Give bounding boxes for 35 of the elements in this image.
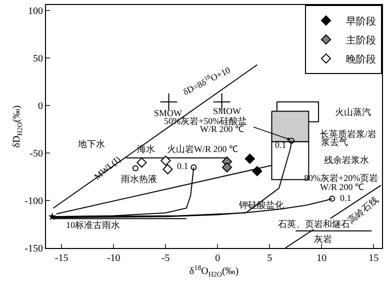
annotation: 长英质岩浆/岩 <box>320 129 377 139</box>
x-tick-label: -5 <box>161 253 170 264</box>
annotation: 80%灰岩+20%页岩 <box>304 173 378 183</box>
x-axis-title: δ$^{18}$O$_{H2O}$(‰) <box>189 264 239 278</box>
annotation: SMOW <box>154 108 183 118</box>
annotation: 浆去气 <box>321 137 348 147</box>
legend-label: 早阶段 <box>346 15 376 28</box>
annotation: 火山岩W/R 200 ℃ <box>167 144 238 154</box>
annotation: 10标准古雨水 <box>66 220 120 230</box>
annotation: W/R 200 ℃ <box>200 124 244 134</box>
y-tick-label: -50 <box>30 148 43 160</box>
annotation: 残余岩浆水 <box>324 155 369 165</box>
x-tick-label: 5 <box>267 253 272 264</box>
legend-label: 主阶段 <box>346 34 376 46</box>
y-tick-label: 100 <box>28 6 43 18</box>
annotation: 0.1 <box>275 140 286 150</box>
annotation: 火山蒸汽 <box>335 107 371 117</box>
annotation: 灰岩 <box>314 234 332 244</box>
y-tick-label: 0 <box>38 101 43 112</box>
annotation: SMOW <box>213 106 242 116</box>
y-tick-label: 50 <box>33 54 43 65</box>
x-tick-label: 15 <box>368 253 379 264</box>
annotation: 海水 <box>137 144 155 154</box>
annotation: W/R 200 ℃ <box>320 182 364 192</box>
x-tick-label: -10 <box>106 253 120 264</box>
x-tick-label: 0 <box>215 253 220 264</box>
annotation: 雨水热液 <box>121 174 157 184</box>
y-tick-label: -150 <box>24 244 43 254</box>
legend-label: 晚阶段 <box>346 53 376 66</box>
y-tick-label: -100 <box>24 196 43 208</box>
annotation: 0.1 <box>177 161 188 171</box>
annotation: 地下水 <box>77 139 105 149</box>
annotation: 0.1 <box>340 193 352 203</box>
x-tick-label: -15 <box>54 253 68 264</box>
x-tick-label: 10 <box>316 253 327 264</box>
